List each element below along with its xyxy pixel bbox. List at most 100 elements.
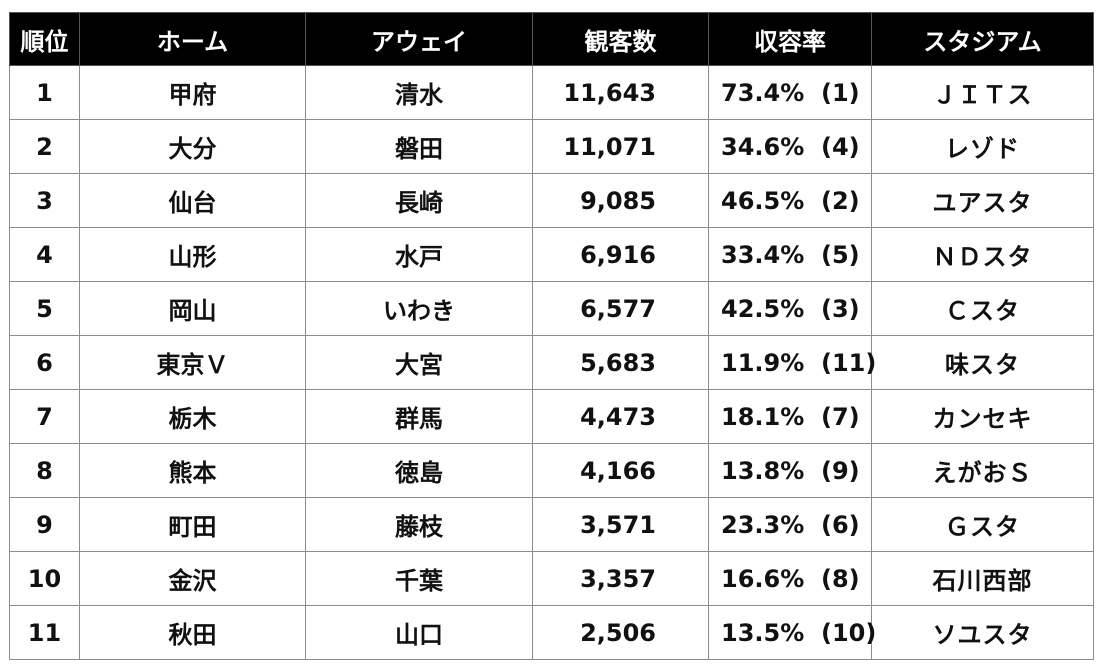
away-team-cell: 藤枝 <box>305 497 533 552</box>
attendance-cell: 9,085 <box>532 173 709 228</box>
capacity-rate-rank: (3) <box>821 294 860 323</box>
attendance-cell: 3,357 <box>532 551 709 606</box>
capacity-rate-cell: 13.5% (10) <box>708 605 876 660</box>
attendance-cell: 4,166 <box>532 443 709 498</box>
capacity-rate-value: 13.8% <box>721 456 805 485</box>
rank-cell: 4 <box>9 227 80 282</box>
attendance-cell: 6,916 <box>532 227 709 282</box>
away-team-cell: 大宮 <box>305 335 533 390</box>
capacity-rate-cell: 16.6% (8) <box>708 551 872 606</box>
home-team-cell: 甲府 <box>79 65 306 120</box>
attendance-cell: 2,506 <box>532 605 709 660</box>
capacity-rate-value: 46.5% <box>721 186 805 215</box>
capacity-rate-rank: (6) <box>821 510 860 539</box>
table-row: 7 栃木 群馬 4,473 18.1% (7) カンセキ <box>9 389 1094 444</box>
table-row: 11 秋田 山口 2,506 13.5% (10) ソユスタ <box>9 605 1094 660</box>
table-row: 4 山形 水戸 6,916 33.4% (5) ＮＤスタ <box>9 227 1094 282</box>
home-team-cell: 栃木 <box>79 389 306 444</box>
capacity-rate-cell: 42.5% (3) <box>708 281 872 336</box>
attendance-ranking-table: 順位 ホーム アウェイ 観客数 収容率 スタジアム 1 甲府 清水 11,643 73.… <box>9 12 1094 660</box>
table-row: 10 金沢 千葉 3,357 16.6% (8) 石川西部 <box>9 551 1094 606</box>
table-body: 1 甲府 清水 11,643 73.4% (1) ＪＩＴス 2 大分 磐田 11,071 34.6% (… <box>9 65 1094 660</box>
header-home: ホーム <box>79 12 306 66</box>
rank-cell: 9 <box>9 497 80 552</box>
attendance-cell: 11,643 <box>532 65 709 120</box>
capacity-rate-cell: 23.3% (6) <box>708 497 872 552</box>
away-team-cell: 水戸 <box>305 227 533 282</box>
capacity-rate-value: 18.1% <box>721 402 805 431</box>
away-team-cell: 清水 <box>305 65 533 120</box>
attendance-cell: 11,071 <box>532 119 709 174</box>
stadium-cell: カンセキ <box>871 389 1094 444</box>
table-row: 3 仙台 長崎 9,085 46.5% (2) ユアスタ <box>9 173 1094 228</box>
capacity-rate-value: 33.4% <box>721 240 805 269</box>
capacity-rate-value: 11.9% <box>721 348 805 377</box>
stadium-cell: ＪＩＴス <box>871 65 1094 120</box>
stadium-cell: えがおＳ <box>871 443 1094 498</box>
capacity-rate-value: 73.4% <box>721 78 805 107</box>
rank-cell: 11 <box>9 605 80 660</box>
rank-cell: 2 <box>9 119 80 174</box>
stadium-cell: Ｇスタ <box>871 497 1094 552</box>
home-team-cell: 山形 <box>79 227 306 282</box>
attendance-cell: 4,473 <box>532 389 709 444</box>
away-team-cell: 千葉 <box>305 551 533 606</box>
home-team-cell: 金沢 <box>79 551 306 606</box>
table-row: 2 大分 磐田 11,071 34.6% (4) レゾド <box>9 119 1094 174</box>
stadium-cell: ソユスタ <box>871 605 1094 660</box>
capacity-rate-rank: (7) <box>821 402 860 431</box>
capacity-rate-cell: 34.6% (4) <box>708 119 872 174</box>
attendance-cell: 3,571 <box>532 497 709 552</box>
away-team-cell: 長崎 <box>305 173 533 228</box>
home-team-cell: 秋田 <box>79 605 306 660</box>
capacity-rate-value: 42.5% <box>721 294 805 323</box>
stadium-cell: Ｃスタ <box>871 281 1094 336</box>
attendance-cell: 6,577 <box>532 281 709 336</box>
home-team-cell: 仙台 <box>79 173 306 228</box>
table-row: 9 町田 藤枝 3,571 23.3% (6) Ｇスタ <box>9 497 1094 552</box>
table-row: 8 熊本 徳島 4,166 13.8% (9) えがおＳ <box>9 443 1094 498</box>
home-team-cell: 熊本 <box>79 443 306 498</box>
header-away: アウェイ <box>305 12 533 66</box>
stadium-cell: レゾド <box>871 119 1094 174</box>
capacity-rate-cell: 73.4% (1) <box>708 65 872 120</box>
away-team-cell: いわき <box>305 281 533 336</box>
rank-cell: 8 <box>9 443 80 498</box>
away-team-cell: 磐田 <box>305 119 533 174</box>
away-team-cell: 群馬 <box>305 389 533 444</box>
attendance-cell: 5,683 <box>532 335 709 390</box>
stadium-cell: 石川西部 <box>871 551 1094 606</box>
header-rank: 順位 <box>9 12 80 66</box>
header-attendance: 観客数 <box>532 12 709 66</box>
header-stadium: スタジアム <box>871 12 1094 66</box>
capacity-rate-value: 23.3% <box>721 510 805 539</box>
capacity-rate-rank: (8) <box>821 564 860 593</box>
rank-cell: 6 <box>9 335 80 390</box>
rank-cell: 1 <box>9 65 80 120</box>
away-team-cell: 徳島 <box>305 443 533 498</box>
rank-cell: 10 <box>9 551 80 606</box>
capacity-rate-cell: 11.9% (11) <box>708 335 876 390</box>
away-team-cell: 山口 <box>305 605 533 660</box>
rank-cell: 7 <box>9 389 80 444</box>
home-team-cell: 大分 <box>79 119 306 174</box>
table-row: 1 甲府 清水 11,643 73.4% (1) ＪＩＴス <box>9 65 1094 120</box>
capacity-rate-cell: 18.1% (7) <box>708 389 872 444</box>
header-row: 順位 ホーム アウェイ 観客数 収容率 スタジアム <box>9 12 1094 66</box>
table-row: 5 岡山 いわき 6,577 42.5% (3) Ｃスタ <box>9 281 1094 336</box>
home-team-cell: 東京Ｖ <box>79 335 306 390</box>
capacity-rate-value: 16.6% <box>721 564 805 593</box>
home-team-cell: 町田 <box>79 497 306 552</box>
capacity-rate-rank: (11) <box>821 348 877 377</box>
capacity-rate-rank: (4) <box>821 132 860 161</box>
rank-cell: 5 <box>9 281 80 336</box>
capacity-rate-cell: 46.5% (2) <box>708 173 872 228</box>
rank-cell: 3 <box>9 173 80 228</box>
home-team-cell: 岡山 <box>79 281 306 336</box>
capacity-rate-rank: (9) <box>821 456 860 485</box>
header-capacity-rate: 収容率 <box>708 12 872 66</box>
stadium-cell: 味スタ <box>871 335 1094 390</box>
capacity-rate-rank: (5) <box>821 240 860 269</box>
capacity-rate-rank: (1) <box>821 78 860 107</box>
capacity-rate-rank: (10) <box>821 618 877 647</box>
